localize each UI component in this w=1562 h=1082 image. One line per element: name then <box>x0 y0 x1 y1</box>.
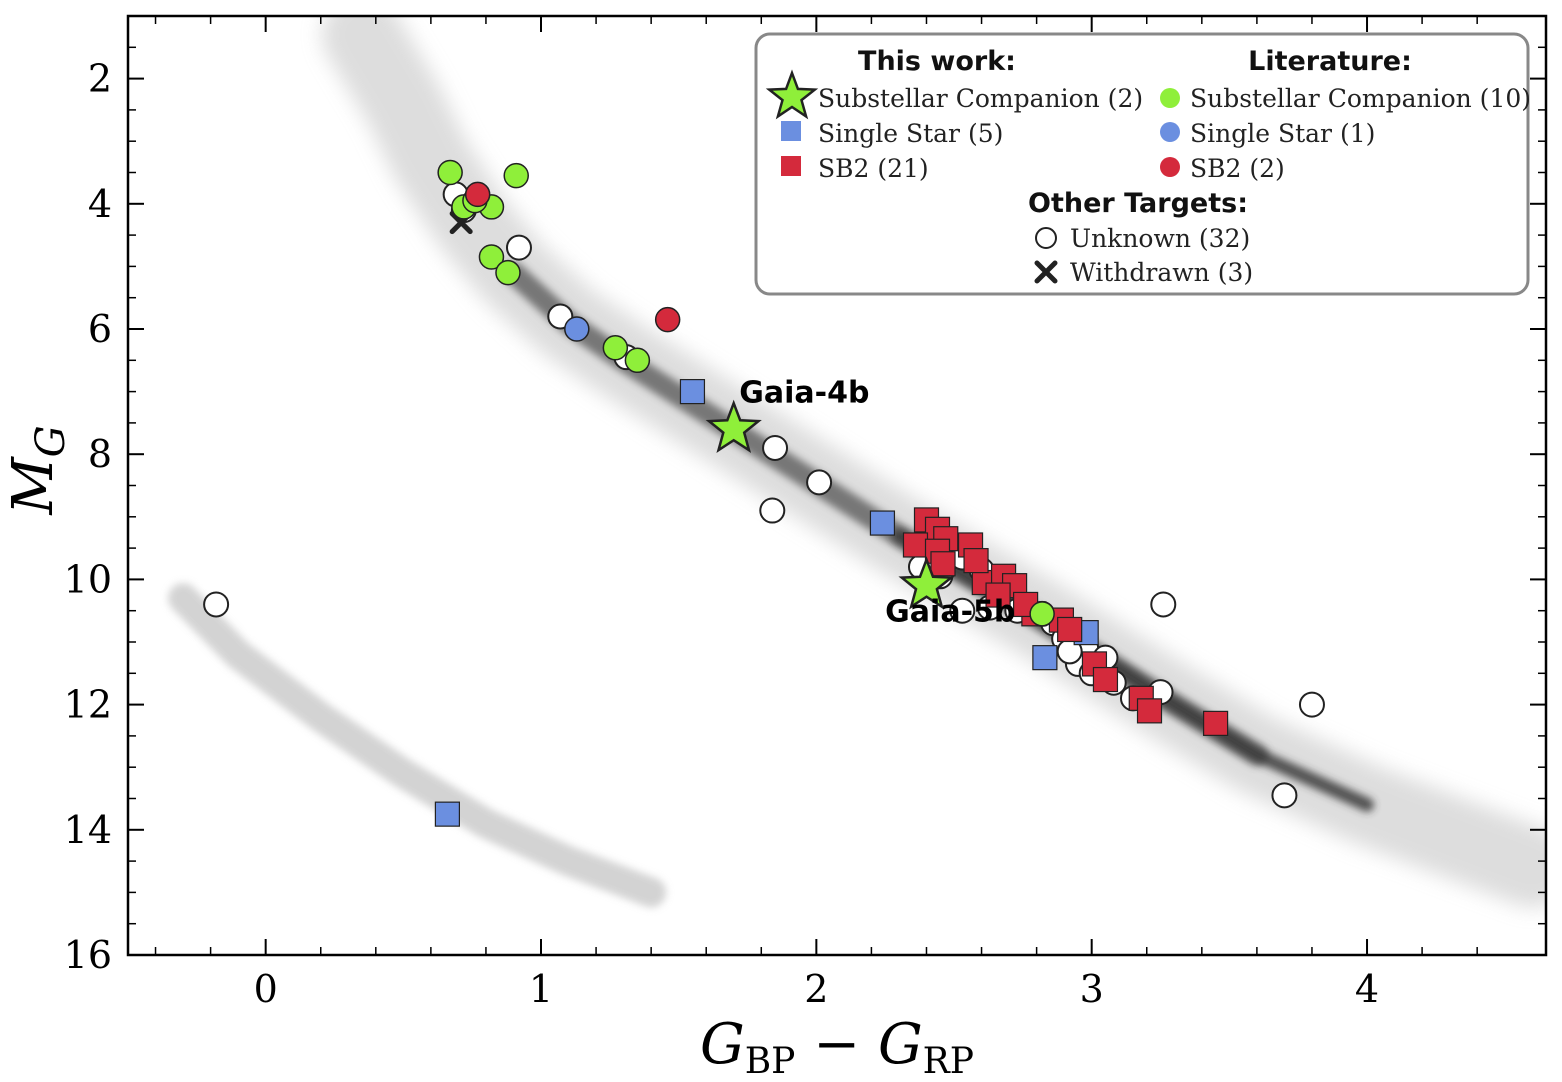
y-axis-label: MG <box>1 425 74 515</box>
literature-point <box>464 181 491 208</box>
y-tick-label: 8 <box>88 432 112 476</box>
annotation-label: Gaia-5b <box>885 595 1015 630</box>
this-work-square <box>985 582 1011 608</box>
unknown-point <box>1298 691 1325 718</box>
x-tick-label: 2 <box>804 967 828 1011</box>
unknown-point <box>1271 782 1298 809</box>
this-work-square <box>1136 698 1163 724</box>
legend-star-icon <box>765 69 819 120</box>
annotations: Gaia-4b Gaia-5b <box>739 376 1015 630</box>
x-tick-label: 3 <box>1080 967 1104 1011</box>
legend-green-circle-icon <box>1160 88 1180 108</box>
this-work-square <box>434 801 460 827</box>
substellar-star <box>705 399 762 454</box>
unknown-point <box>949 597 976 624</box>
legend-tw-substellar: Substellar Companion (2) <box>818 84 1143 113</box>
legend-lit-substellar: Substellar Companion (10) <box>1190 84 1531 113</box>
legend-red-circle-icon <box>1160 157 1180 177</box>
legend-tw-single: Single Star (5) <box>818 119 1003 148</box>
legend-lit-single: Single Star (1) <box>1190 119 1375 148</box>
x-tick-label: 0 <box>254 967 278 1011</box>
unknown-point <box>762 434 789 461</box>
this-work-square <box>902 532 929 558</box>
legend-open-circle-icon <box>1035 227 1057 249</box>
this-work-square <box>679 379 706 405</box>
legend-blue-square-icon <box>781 121 801 141</box>
unknown-point <box>806 469 833 496</box>
legend-red-square-icon <box>781 156 801 176</box>
literature-point <box>437 159 463 186</box>
this-work-square <box>930 551 956 577</box>
legend-header-this-work: This work: <box>858 46 1016 77</box>
x-tick-label: 4 <box>1355 967 1379 1011</box>
legend: This work: Literature: Other Targets: Su… <box>754 32 1531 296</box>
literature-point <box>564 316 590 342</box>
annotation-label: Gaia-4b <box>739 376 869 411</box>
this-work-square <box>1202 710 1229 736</box>
literature-point <box>1029 601 1055 627</box>
legend-box <box>754 32 1530 296</box>
this-work-square <box>1092 666 1119 693</box>
data-points <box>203 159 1325 827</box>
y-tick-label: 2 <box>88 57 112 101</box>
y-tick-label: 12 <box>64 683 112 727</box>
literature-point <box>624 347 651 374</box>
literature-point <box>503 162 529 189</box>
y-tick-label: 10 <box>64 557 112 601</box>
plot-frame <box>126 14 1548 957</box>
legend-header-other: Other Targets: <box>1028 188 1248 219</box>
this-work-square <box>1057 616 1083 643</box>
y-tick-label: 14 <box>64 808 112 852</box>
legend-withdrawn: Withdrawn (3) <box>1070 258 1253 287</box>
legend-header-literature: Literature: <box>1248 46 1412 77</box>
this-work-square <box>1032 645 1058 671</box>
unknown-point <box>505 234 532 261</box>
unknown-point <box>1150 591 1177 618</box>
this-work-square <box>963 548 989 574</box>
literature-point <box>495 259 521 286</box>
wd-sequence <box>168 583 667 908</box>
legend-unknown: Unknown (32) <box>1070 224 1250 253</box>
literature-point <box>602 335 629 361</box>
y-tick-label: 6 <box>88 307 112 351</box>
this-work-square <box>869 510 896 536</box>
x-tick-label: 1 <box>529 967 553 1011</box>
unknown-point <box>203 591 230 618</box>
legend-lit-sb2: SB2 (2) <box>1190 154 1285 183</box>
substellar-star <box>898 556 955 610</box>
literature-point <box>654 306 681 333</box>
legend-blue-circle-icon <box>1160 122 1180 142</box>
y-tick-label: 4 <box>88 182 112 226</box>
legend-tw-sb2: SB2 (21) <box>818 154 929 183</box>
legend-x-icon <box>1034 260 1058 284</box>
y-tick-label: 16 <box>64 933 112 977</box>
literature-point <box>478 244 505 270</box>
x-axis-label: GBP − GRP <box>700 1012 974 1082</box>
unknown-point <box>759 497 786 524</box>
